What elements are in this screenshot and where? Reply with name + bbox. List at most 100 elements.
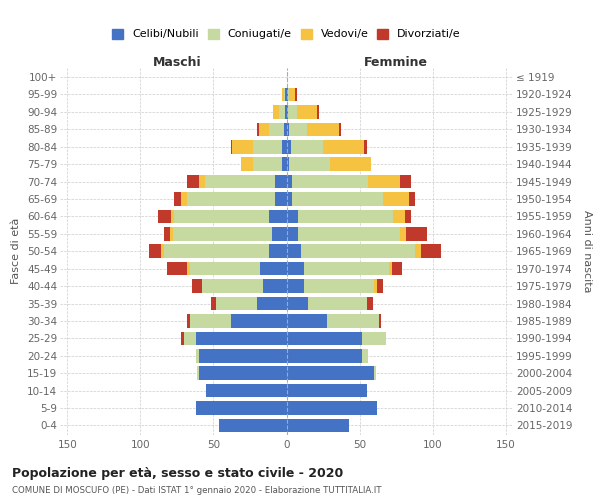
Bar	[219, 418, 287, 432]
Bar	[202, 280, 263, 293]
Bar	[190, 262, 260, 276]
Bar	[257, 122, 259, 136]
Bar	[289, 122, 307, 136]
Bar	[328, 314, 379, 328]
Bar	[282, 158, 287, 171]
Bar	[362, 332, 386, 345]
Bar	[199, 175, 205, 188]
Bar	[272, 227, 287, 240]
Text: Maschi: Maschi	[152, 56, 201, 69]
Bar	[284, 88, 285, 102]
Bar	[196, 332, 287, 345]
Bar	[287, 192, 292, 206]
Bar	[287, 88, 288, 102]
Bar	[279, 105, 285, 118]
Bar	[383, 192, 409, 206]
Bar	[253, 158, 282, 171]
Bar	[161, 244, 164, 258]
Bar	[287, 227, 298, 240]
Bar	[377, 280, 383, 293]
Bar	[317, 105, 319, 118]
Bar	[368, 175, 400, 188]
Bar	[263, 280, 287, 293]
Bar	[379, 314, 382, 328]
Bar	[287, 332, 362, 345]
Bar	[287, 366, 374, 380]
Bar	[406, 227, 427, 240]
Bar	[287, 175, 292, 188]
Bar	[170, 227, 173, 240]
Bar	[405, 210, 411, 223]
Bar	[275, 192, 287, 206]
Bar	[301, 244, 415, 258]
Bar	[421, 244, 442, 258]
Bar	[364, 140, 367, 153]
Bar	[292, 175, 368, 188]
Bar	[199, 366, 287, 380]
Bar	[374, 366, 376, 380]
Bar	[269, 122, 284, 136]
Bar	[287, 140, 291, 153]
Bar	[174, 192, 181, 206]
Bar	[187, 175, 199, 188]
Bar	[284, 122, 287, 136]
Bar	[400, 175, 411, 188]
Bar	[415, 244, 421, 258]
Legend: Celibi/Nubili, Coniugati/e, Vedovi/e, Divorziati/e: Celibi/Nubili, Coniugati/e, Vedovi/e, Di…	[109, 26, 464, 42]
Bar	[181, 332, 184, 345]
Bar	[205, 175, 275, 188]
Bar	[289, 158, 331, 171]
Bar	[400, 227, 406, 240]
Bar	[374, 280, 377, 293]
Bar	[288, 88, 289, 102]
Bar	[307, 122, 339, 136]
Bar	[282, 140, 287, 153]
Bar	[285, 105, 287, 118]
Bar	[196, 349, 199, 362]
Bar	[199, 349, 287, 362]
Bar	[367, 296, 373, 310]
Bar	[211, 296, 217, 310]
Bar	[287, 122, 289, 136]
Bar	[167, 262, 187, 276]
Bar	[231, 314, 287, 328]
Bar	[323, 140, 364, 153]
Bar	[231, 140, 232, 153]
Bar	[287, 280, 304, 293]
Bar	[217, 296, 257, 310]
Bar	[184, 332, 196, 345]
Bar	[274, 105, 279, 118]
Text: COMUNE DI MOSCUFO (PE) - Dati ISTAT 1° gennaio 2020 - Elaborazione TUTTITALIA.IT: COMUNE DI MOSCUFO (PE) - Dati ISTAT 1° g…	[12, 486, 382, 495]
Bar	[339, 122, 341, 136]
Bar	[304, 262, 389, 276]
Bar	[291, 140, 323, 153]
Bar	[187, 262, 190, 276]
Bar	[362, 349, 368, 362]
Bar	[241, 158, 253, 171]
Bar	[287, 262, 304, 276]
Bar	[282, 88, 284, 102]
Bar	[287, 314, 328, 328]
Bar	[275, 175, 287, 188]
Bar	[393, 210, 405, 223]
Bar	[197, 366, 199, 380]
Text: Popolazione per età, sesso e stato civile - 2020: Popolazione per età, sesso e stato civil…	[12, 468, 343, 480]
Bar	[206, 384, 287, 398]
Bar	[295, 88, 297, 102]
Bar	[173, 227, 272, 240]
Bar	[389, 262, 392, 276]
Bar	[260, 262, 287, 276]
Bar	[164, 227, 170, 240]
Bar	[287, 384, 367, 398]
Bar	[149, 244, 161, 258]
Bar	[257, 296, 287, 310]
Bar	[287, 401, 377, 415]
Bar	[269, 210, 287, 223]
Bar	[196, 401, 287, 415]
Bar	[289, 88, 295, 102]
Bar	[298, 210, 393, 223]
Bar	[287, 244, 301, 258]
Y-axis label: Fasce di età: Fasce di età	[11, 218, 22, 284]
Bar	[287, 418, 349, 432]
Bar	[298, 227, 400, 240]
